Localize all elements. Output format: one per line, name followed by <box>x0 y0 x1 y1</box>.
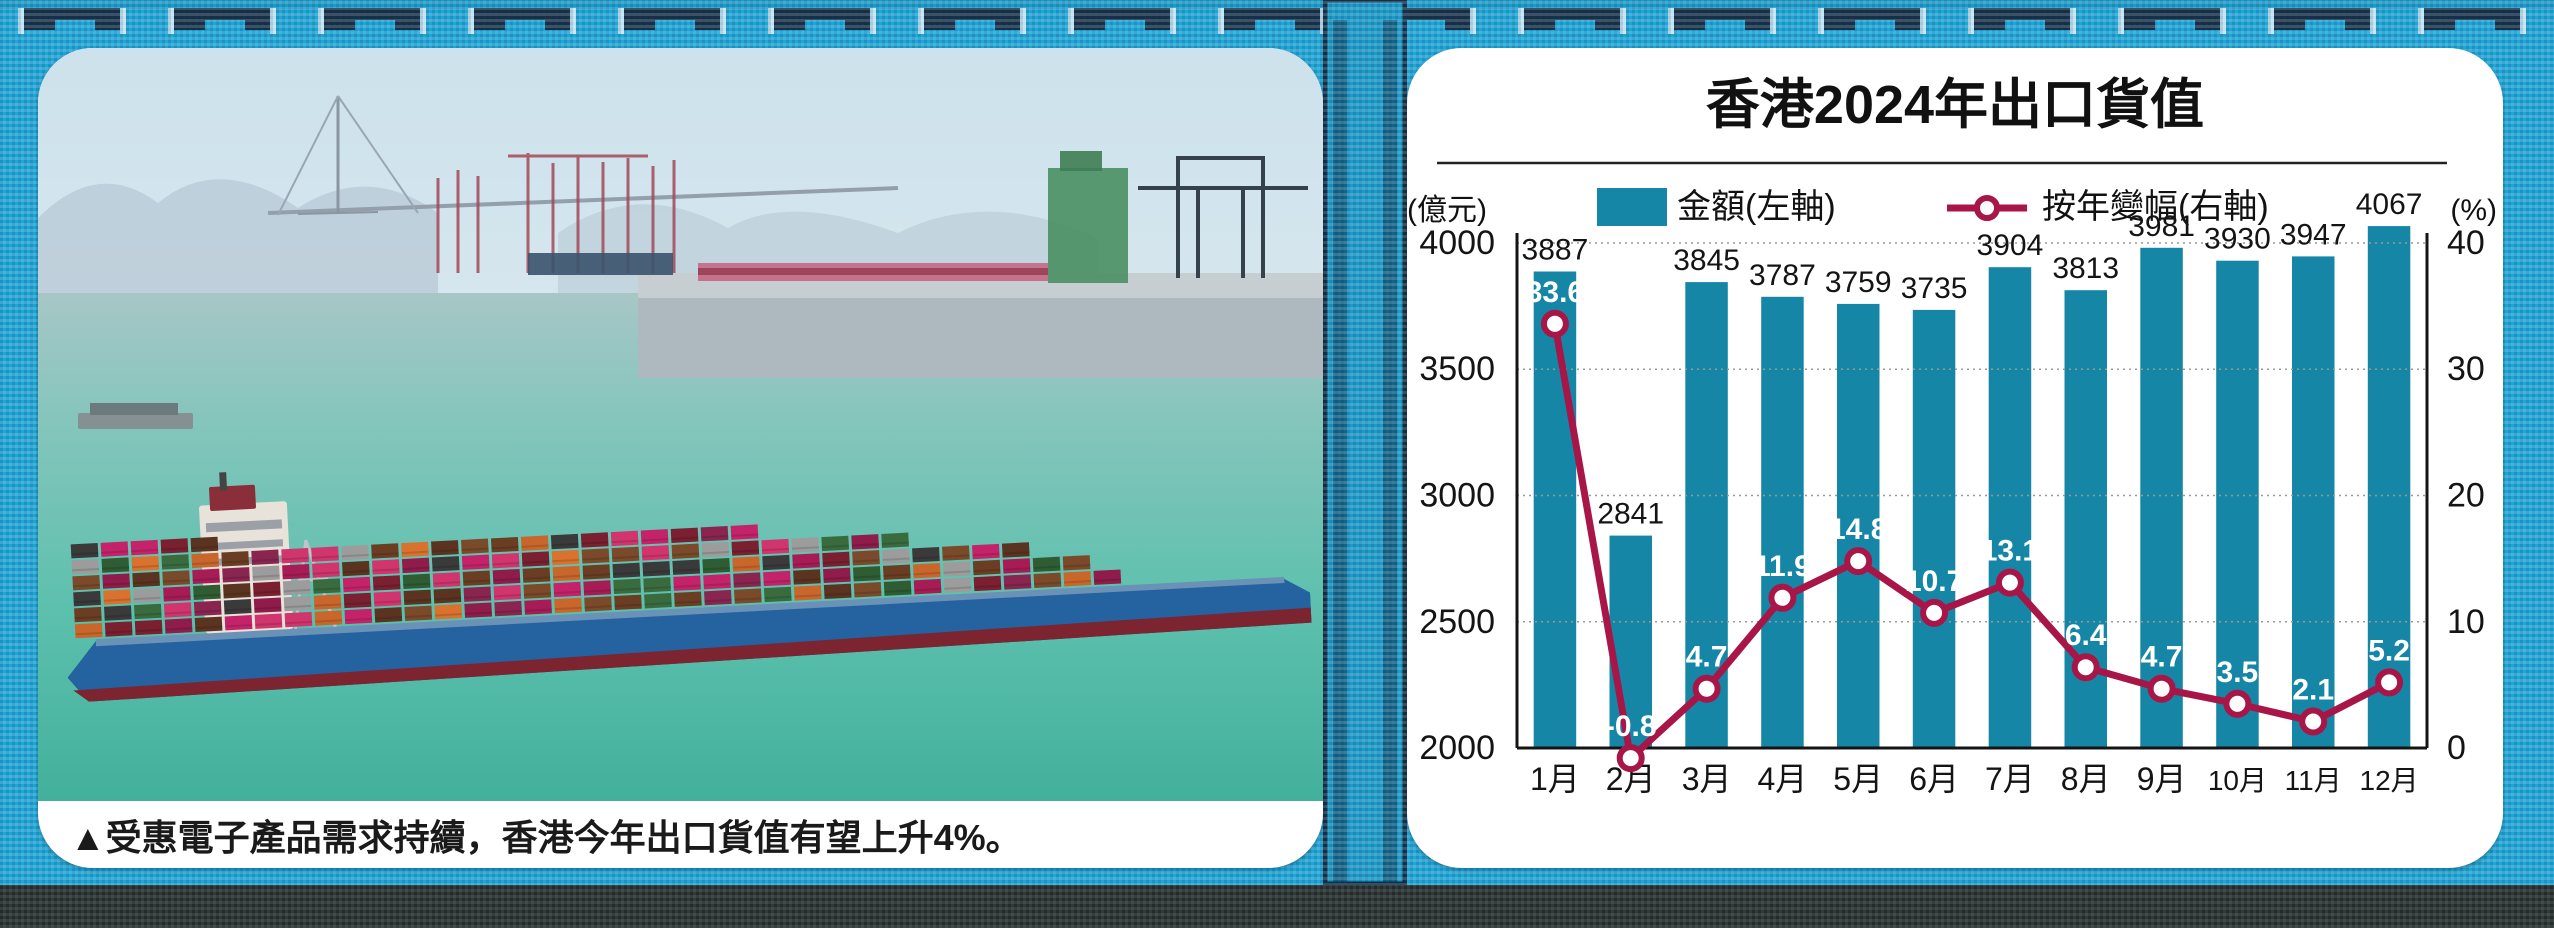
svg-text:3500: 3500 <box>1419 350 1495 388</box>
svg-text:(%): (%) <box>2450 194 2497 227</box>
svg-text:14.8: 14.8 <box>1829 513 1887 546</box>
svg-text:3981: 3981 <box>2128 210 2195 243</box>
svg-text:4067: 4067 <box>2356 188 2423 221</box>
svg-text:(億元): (億元) <box>1407 194 1487 227</box>
svg-text:-0.8: -0.8 <box>1605 710 1657 743</box>
svg-text:2.1: 2.1 <box>2292 674 2334 707</box>
svg-text:10月: 10月 <box>2208 765 2267 796</box>
svg-text:3000: 3000 <box>1419 477 1495 515</box>
svg-text:3887: 3887 <box>1522 234 1589 267</box>
svg-text:10: 10 <box>2447 603 2485 641</box>
svg-text:33.6: 33.6 <box>1526 276 1584 309</box>
svg-text:13.1: 13.1 <box>1981 535 2039 568</box>
svg-text:9月: 9月 <box>2137 761 2187 797</box>
svg-text:30: 30 <box>2447 350 2485 388</box>
svg-text:3813: 3813 <box>2052 252 2119 285</box>
svg-text:金額(左軸): 金額(左軸) <box>1677 188 1836 226</box>
svg-text:12月: 12月 <box>2360 765 2419 796</box>
svg-text:3月: 3月 <box>1682 761 1732 797</box>
svg-text:3759: 3759 <box>1825 266 1892 299</box>
svg-text:4月: 4月 <box>1757 761 1807 797</box>
svg-text:4.7: 4.7 <box>2141 641 2183 674</box>
svg-text:40: 40 <box>2447 224 2485 262</box>
svg-text:11.9: 11.9 <box>1754 550 1811 583</box>
svg-text:6.4: 6.4 <box>2065 619 2107 652</box>
svg-text:3845: 3845 <box>1673 244 1740 277</box>
svg-text:6月: 6月 <box>1909 761 1959 797</box>
svg-text:3.5: 3.5 <box>2217 656 2259 689</box>
svg-text:3947: 3947 <box>2280 218 2347 251</box>
svg-text:3735: 3735 <box>1901 272 1968 305</box>
svg-text:3930: 3930 <box>2204 223 2271 256</box>
svg-text:1月: 1月 <box>1530 761 1580 797</box>
svg-text:11月: 11月 <box>2285 765 2342 796</box>
svg-text:2841: 2841 <box>1597 498 1664 531</box>
svg-text:2000: 2000 <box>1419 729 1495 767</box>
svg-text:7月: 7月 <box>1985 761 2035 797</box>
svg-text:香港2024年出口貨值: 香港2024年出口貨值 <box>1706 75 2204 135</box>
svg-text:4.7: 4.7 <box>1686 641 1728 674</box>
svg-text:20: 20 <box>2447 477 2485 515</box>
svg-text:2500: 2500 <box>1419 603 1495 641</box>
svg-text:3904: 3904 <box>1977 229 2044 262</box>
svg-text:10.7: 10.7 <box>1905 565 1963 598</box>
svg-text:5.2: 5.2 <box>2368 634 2410 667</box>
svg-text:4000: 4000 <box>1419 224 1495 262</box>
svg-text:8月: 8月 <box>2061 761 2111 797</box>
svg-text:5月: 5月 <box>1833 761 1883 797</box>
svg-text:3787: 3787 <box>1749 259 1816 292</box>
svg-text:0: 0 <box>2447 729 2466 767</box>
